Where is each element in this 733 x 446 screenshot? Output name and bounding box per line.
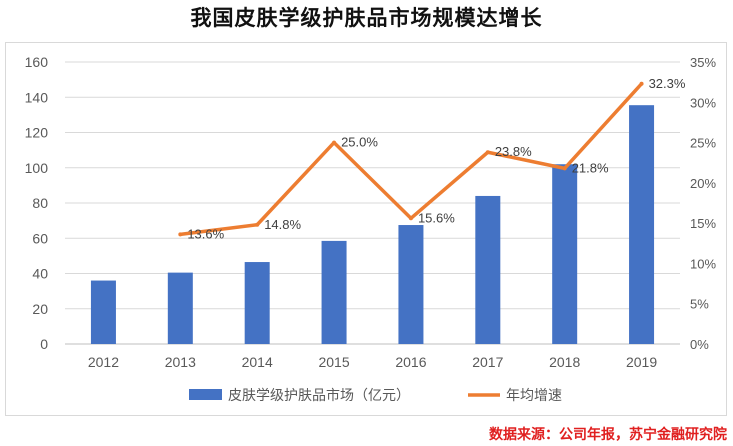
x-tick-label: 2017 bbox=[472, 354, 503, 370]
y-right-tick-label: 0% bbox=[690, 337, 709, 352]
y-right-tick-label: 25% bbox=[690, 136, 716, 151]
growth-point bbox=[639, 81, 644, 86]
x-tick-label: 2015 bbox=[318, 354, 349, 370]
growth-data-label: 21.8% bbox=[572, 160, 609, 175]
x-tick-label: 2012 bbox=[88, 354, 119, 370]
growth-point bbox=[562, 166, 567, 171]
bar bbox=[475, 195, 501, 344]
y-left-tick-label: 80 bbox=[32, 195, 48, 211]
bar bbox=[321, 240, 347, 344]
y-left-tick-label: 100 bbox=[25, 160, 49, 176]
growth-data-label: 14.8% bbox=[264, 217, 301, 232]
y-left-tick-label: 60 bbox=[32, 230, 48, 246]
growth-data-label: 13.6% bbox=[187, 226, 224, 241]
y-left-tick-label: 140 bbox=[25, 89, 49, 105]
y-left-tick-label: 0 bbox=[40, 336, 48, 352]
source-note: 数据来源：公司年报，苏宁金融研究院 bbox=[489, 427, 727, 443]
legend-bar-label: 皮肤学级护肤品市场（亿元） bbox=[228, 387, 410, 403]
bar bbox=[629, 105, 655, 345]
y-right-tick-label: 35% bbox=[690, 55, 716, 70]
x-tick-label: 2014 bbox=[242, 354, 273, 370]
bar bbox=[244, 262, 270, 344]
y-right-tick-label: 5% bbox=[690, 297, 709, 312]
y-left-tick-label: 160 bbox=[25, 54, 49, 70]
legend-line-label: 年均增速 bbox=[506, 387, 562, 403]
growth-data-label: 32.3% bbox=[649, 76, 686, 91]
x-tick-label: 2013 bbox=[165, 354, 196, 370]
y-right-tick-label: 15% bbox=[690, 216, 716, 231]
chart-title: 我国皮肤学级护肤品市场规模达增长 bbox=[190, 6, 543, 30]
y-left-tick-label: 120 bbox=[25, 125, 49, 141]
bar bbox=[552, 164, 578, 344]
growth-data-label: 15.6% bbox=[418, 210, 455, 225]
growth-point bbox=[178, 232, 183, 237]
growth-point bbox=[332, 140, 337, 145]
x-tick-label: 2018 bbox=[549, 354, 580, 370]
x-tick-label: 2019 bbox=[626, 354, 657, 370]
growth-data-label: 23.8% bbox=[495, 144, 532, 159]
growth-point bbox=[255, 222, 260, 227]
x-tick-label: 2016 bbox=[395, 354, 426, 370]
growth-data-label: 25.0% bbox=[341, 135, 378, 150]
chart-frame: 0 20 40 60 80 100 120 140 160 0% 5% 10% 15% 20% 25% 30%… bbox=[5, 42, 727, 416]
bar bbox=[398, 225, 424, 344]
chart-plot: 0 20 40 60 80 100 120 140 160 0% 5% 10% 15% 20% 25% 30%… bbox=[25, 54, 717, 403]
bar bbox=[90, 280, 116, 344]
growth-point bbox=[485, 150, 490, 155]
y-right-tick-label: 20% bbox=[690, 176, 716, 191]
growth-point bbox=[408, 216, 413, 221]
y-right-tick-label: 10% bbox=[690, 256, 716, 271]
legend-bar-swatch bbox=[189, 389, 222, 400]
bar bbox=[167, 272, 193, 344]
y-left-tick-label: 40 bbox=[32, 266, 48, 282]
y-right-tick-label: 30% bbox=[690, 95, 716, 110]
y-left-tick-label: 20 bbox=[32, 301, 48, 317]
